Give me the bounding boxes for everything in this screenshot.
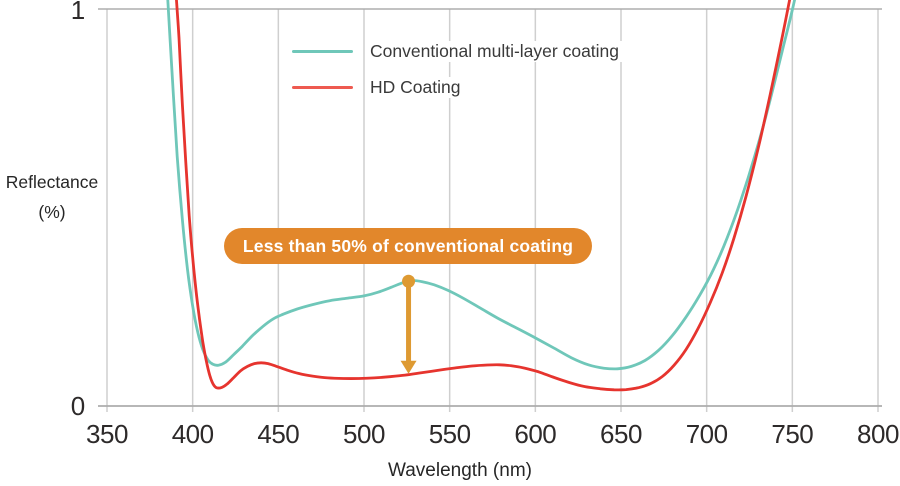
y-axis-title-line1: Reflectance [5, 172, 99, 192]
x-tick-label-800: 800 [857, 419, 899, 449]
legend-swatch-hd-line [292, 85, 353, 89]
x-tick-label-650: 650 [600, 419, 642, 449]
y-axis-title-line2: (%) [38, 202, 66, 222]
annotation-arrowhead-icon [400, 360, 417, 374]
x-tick-label-450: 450 [257, 419, 300, 449]
x-tick-label-700: 700 [685, 419, 728, 449]
x-tick-label-600: 600 [514, 419, 557, 449]
annotation-arrow-dot [402, 274, 416, 288]
annotation-arrow [400, 274, 417, 374]
legend-swatch-conventional-line [292, 49, 353, 53]
legend-item-conventional-coating: Conventional multi-layer coating [292, 37, 623, 65]
y-tick-label-0: 0 [70, 391, 86, 421]
legend: Conventional multi-layer coating HD Coat… [292, 37, 623, 109]
x-axis-title: Wavelength (nm) [388, 460, 532, 481]
series-line-hd-coating [175, 0, 792, 392]
annotation-badge: Less than 50% of conventional coating [224, 228, 592, 264]
y-axis-title: Reflectance (%) [0, 170, 104, 225]
legend-item-hd-coating: HD Coating [292, 73, 622, 101]
x-tick-label-400: 400 [171, 419, 214, 449]
x-tick-label-550: 550 [428, 419, 471, 449]
x-tick-label-750: 750 [771, 419, 814, 449]
legend-label-hd-coating: HD Coating [367, 76, 464, 98]
x-tick-label-500: 500 [343, 419, 385, 449]
x-tick-label-350: 350 [86, 419, 128, 449]
legend-label-conventional-coating: Conventional multi-layer coating [367, 40, 623, 62]
y-tick-label-1: 1 [70, 0, 86, 25]
